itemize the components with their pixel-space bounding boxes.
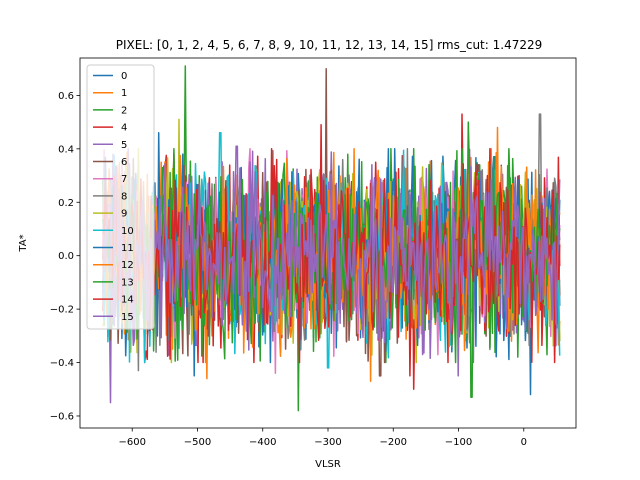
legend-item-13: 13 [93, 277, 134, 288]
legend-label: 2 [121, 105, 127, 116]
legend-item-9: 9 [93, 209, 127, 220]
legend-item-5: 5 [93, 140, 127, 151]
legend-item-2: 2 [93, 105, 127, 116]
legend-item-6: 6 [93, 157, 127, 168]
x-tick-label: −600 [118, 437, 145, 448]
legend-label: 7 [121, 174, 127, 185]
x-tick-label: −200 [380, 437, 407, 448]
x-tick-label: −500 [184, 437, 211, 448]
legend-item-10: 10 [93, 226, 134, 237]
series-layer [102, 65, 561, 412]
legend-label: 5 [121, 140, 127, 151]
legend-label: 0 [121, 71, 127, 82]
y-tick-label: 0.6 [58, 91, 74, 102]
chart-title: PIXEL: [0, 1, 2, 4, 5, 6, 7, 8, 9, 10, 1… [116, 38, 543, 52]
y-axis-label: TA* [18, 234, 29, 252]
legend-label: 15 [121, 312, 134, 323]
x-axis-label: VLSR [315, 459, 341, 470]
y-tick-label: 0.4 [58, 144, 74, 155]
series-line-15 [102, 145, 561, 377]
x-axis: −600 −500 −400 −300 −200 −100 0 [118, 428, 527, 448]
legend-label: 11 [121, 243, 134, 254]
legend-label: 9 [121, 209, 127, 220]
legend-item-4: 4 [93, 123, 127, 134]
legend-label: 14 [121, 295, 134, 306]
legend-label: 10 [121, 226, 134, 237]
y-tick-label: −0.2 [50, 305, 74, 316]
legend-item-8: 8 [93, 191, 127, 202]
y-tick-label: 0.0 [58, 251, 74, 262]
legend-label: 6 [121, 157, 127, 168]
legend-label: 1 [121, 88, 127, 99]
legend-label: 12 [121, 260, 134, 271]
y-tick-label: −0.6 [50, 411, 74, 422]
legend-item-0: 0 [93, 71, 127, 82]
legend-box [86, 64, 155, 330]
legend-item-12: 12 [93, 260, 134, 271]
y-tick-label: −0.4 [50, 358, 74, 369]
x-tick-label: −400 [249, 437, 276, 448]
x-tick-label: 0 [521, 437, 527, 448]
y-axis: −0.6 −0.4 −0.2 0.0 0.2 0.4 0.6 [50, 91, 80, 422]
legend-item-7: 7 [93, 174, 127, 185]
legend-item-15: 15 [93, 312, 134, 323]
legend-label: 13 [121, 277, 134, 288]
legend-item-11: 11 [93, 243, 134, 254]
legend-label: 4 [121, 123, 127, 134]
legend-item-1: 1 [93, 88, 127, 99]
x-tick-label: −100 [445, 437, 472, 448]
x-tick-label: −300 [314, 437, 341, 448]
y-tick-label: 0.2 [58, 198, 74, 209]
legend-label: 8 [121, 191, 127, 202]
legend-item-14: 14 [93, 295, 134, 306]
